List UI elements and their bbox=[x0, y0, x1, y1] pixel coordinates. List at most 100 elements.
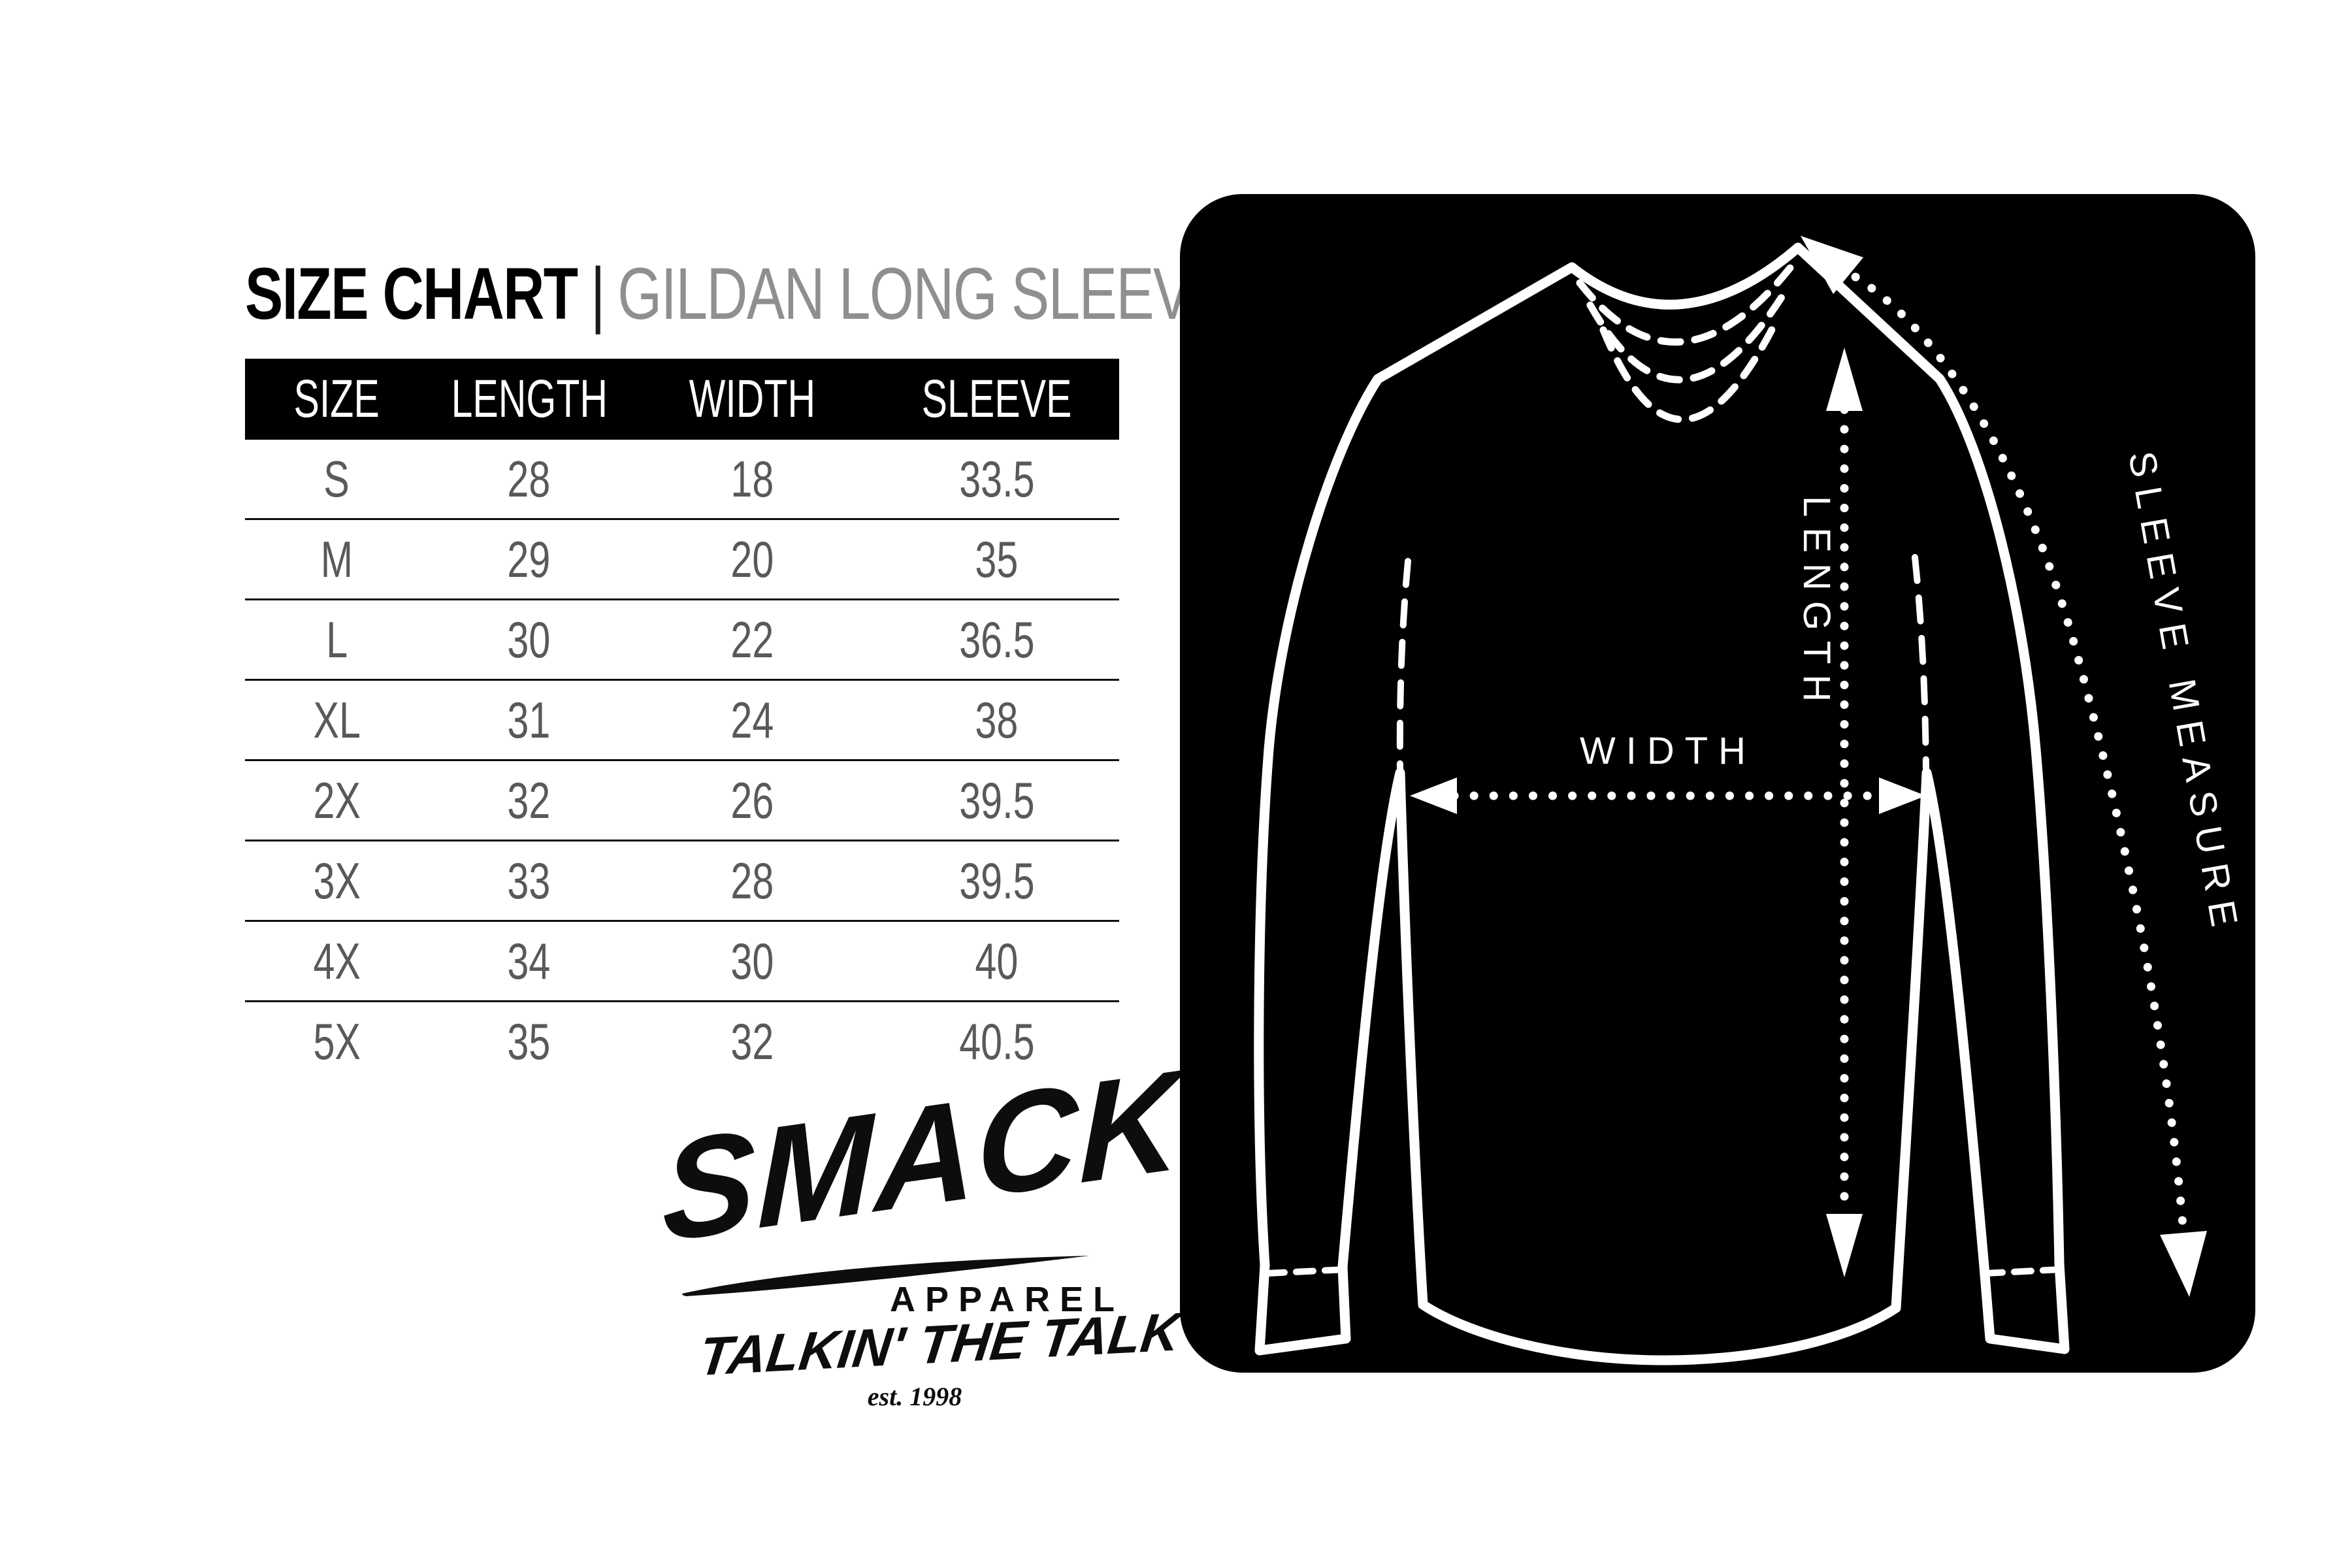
cell-sleeve: 33.5 bbox=[874, 440, 1119, 518]
page-title: SIZE CHART | GILDAN LONG SLEEVE bbox=[245, 253, 1228, 335]
cell-length: 30 bbox=[429, 600, 630, 679]
cell-size: L bbox=[245, 600, 429, 679]
title-secondary: GILDAN LONG SLEEVE bbox=[617, 253, 1228, 335]
table-row: S 28 18 33.5 bbox=[245, 440, 1119, 520]
sleeve-measure-label: SLEEVE MEASURE bbox=[2120, 448, 2247, 939]
col-header-width: WIDTH bbox=[630, 359, 875, 440]
cell-sleeve-value: 39.5 bbox=[958, 771, 1035, 829]
cell-width: 20 bbox=[630, 520, 875, 598]
cell-length-value: 28 bbox=[507, 449, 551, 508]
table-row: L 30 22 36.5 bbox=[245, 600, 1119, 681]
brand-sub-wordmark: APPAREL bbox=[890, 1280, 1125, 1319]
long-sleeve-shirt-diagram: LENGTH WIDTH SLEEVE MEASURE bbox=[1254, 236, 2247, 1365]
cell-size-value: L bbox=[325, 610, 348, 668]
cell-width: 24 bbox=[630, 681, 875, 759]
collar-dashes bbox=[1576, 261, 1797, 423]
length-measure-line: LENGTH bbox=[1795, 348, 1863, 1277]
cell-sleeve-value: 35 bbox=[975, 530, 1019, 588]
cell-width-value: 30 bbox=[730, 932, 774, 990]
cell-sleeve: 35 bbox=[874, 520, 1119, 598]
col-header-size-label: SIZE bbox=[293, 369, 380, 429]
width-label: WIDTH bbox=[1580, 730, 1756, 772]
cell-size-value: 2X bbox=[313, 771, 361, 829]
cell-size: XL bbox=[245, 681, 429, 759]
col-header-sleeve-label: SLEEVE bbox=[921, 369, 1072, 429]
cell-length-value: 35 bbox=[507, 1012, 551, 1070]
width-arrow-right-icon bbox=[1879, 777, 1926, 814]
width-measure-line: WIDTH bbox=[1410, 730, 1926, 814]
cell-width: 18 bbox=[630, 440, 875, 518]
table-header-row: SIZE LENGTH WIDTH SLEEVE bbox=[245, 359, 1119, 440]
cell-size-value: 3X bbox=[313, 851, 361, 909]
cell-length-value: 31 bbox=[507, 691, 551, 749]
length-arrow-up-icon bbox=[1826, 348, 1863, 411]
length-arrow-down-icon bbox=[1826, 1214, 1863, 1277]
cell-width-value: 32 bbox=[730, 1012, 774, 1070]
cell-length-value: 29 bbox=[507, 530, 551, 588]
brand-established: est. 1998 bbox=[867, 1382, 962, 1411]
cell-sleeve-value: 39.5 bbox=[958, 851, 1035, 909]
cell-width-value: 18 bbox=[730, 449, 774, 508]
col-header-size: SIZE bbox=[245, 359, 429, 440]
table-row: 3X 33 28 39.5 bbox=[245, 841, 1119, 922]
cell-sleeve-value: 40 bbox=[975, 932, 1019, 990]
cell-length: 35 bbox=[429, 1002, 630, 1081]
cell-size-value: 4X bbox=[313, 932, 361, 990]
cell-length-value: 33 bbox=[507, 851, 551, 909]
shirt-diagram-panel: LENGTH WIDTH SLEEVE MEASURE bbox=[1180, 194, 2255, 1373]
cell-size-value: S bbox=[323, 449, 350, 508]
cell-sleeve-value: 38 bbox=[975, 691, 1019, 749]
col-header-length-label: LENGTH bbox=[451, 369, 608, 429]
cell-width: 32 bbox=[630, 1002, 875, 1081]
cell-size: S bbox=[245, 440, 429, 518]
table-row: 5X 35 32 40.5 bbox=[245, 1002, 1119, 1081]
cell-sleeve: 39.5 bbox=[874, 761, 1119, 840]
cell-length: 31 bbox=[429, 681, 630, 759]
cell-width-value: 22 bbox=[730, 610, 774, 668]
table-row: M 29 20 35 bbox=[245, 520, 1119, 600]
cell-width-value: 20 bbox=[730, 530, 774, 588]
cell-size: 5X bbox=[245, 1002, 429, 1081]
title-primary: SIZE CHART bbox=[245, 253, 578, 335]
brand-logo: SMACK APPAREL TALKIN' THE TALK est. 1998 bbox=[660, 1039, 1184, 1426]
swoosh-underline-icon bbox=[682, 1256, 1090, 1296]
size-table: SIZE LENGTH WIDTH SLEEVE S 28 18 33.5 M … bbox=[245, 359, 1119, 1081]
cell-sleeve-value: 33.5 bbox=[958, 449, 1035, 508]
cell-length-value: 32 bbox=[507, 771, 551, 829]
cell-width-value: 28 bbox=[730, 851, 774, 909]
cell-size-value: XL bbox=[313, 691, 361, 749]
table-row: 2X 32 26 39.5 bbox=[245, 761, 1119, 841]
cell-width-value: 26 bbox=[730, 771, 774, 829]
title-separator: | bbox=[590, 253, 606, 335]
cell-width-value: 24 bbox=[730, 691, 774, 749]
cuff-dashes bbox=[1264, 1266, 2064, 1277]
cell-size: M bbox=[245, 520, 429, 598]
shirt-outline bbox=[1254, 242, 2070, 1365]
cell-length: 32 bbox=[429, 761, 630, 840]
cell-sleeve-value: 36.5 bbox=[958, 610, 1035, 668]
cell-width: 26 bbox=[630, 761, 875, 840]
side-seam-dashes bbox=[1396, 554, 1929, 775]
cell-sleeve: 36.5 bbox=[874, 600, 1119, 679]
cell-size: 3X bbox=[245, 841, 429, 920]
table-row: XL 31 24 38 bbox=[245, 681, 1119, 761]
cell-size-value: 5X bbox=[313, 1012, 361, 1070]
cell-sleeve: 40.5 bbox=[874, 1002, 1119, 1081]
cell-length: 33 bbox=[429, 841, 630, 920]
cell-size: 4X bbox=[245, 922, 429, 1000]
cell-sleeve: 40 bbox=[874, 922, 1119, 1000]
cell-size-value: M bbox=[320, 530, 353, 588]
cell-width: 28 bbox=[630, 841, 875, 920]
cell-length: 28 bbox=[429, 440, 630, 518]
cell-size: 2X bbox=[245, 761, 429, 840]
brand-wordmark: SMACK bbox=[662, 1039, 1181, 1272]
cell-width: 22 bbox=[630, 600, 875, 679]
cell-sleeve: 38 bbox=[874, 681, 1119, 759]
cell-length-value: 34 bbox=[507, 932, 551, 990]
col-header-sleeve: SLEEVE bbox=[874, 359, 1119, 440]
cell-sleeve-value: 40.5 bbox=[958, 1012, 1035, 1070]
brand-tagline: TALKIN' THE TALK bbox=[695, 1301, 1184, 1388]
col-header-length: LENGTH bbox=[429, 359, 630, 440]
sleeve-arrow-top-icon bbox=[1801, 236, 1863, 294]
table-row: 4X 34 30 40 bbox=[245, 922, 1119, 1002]
